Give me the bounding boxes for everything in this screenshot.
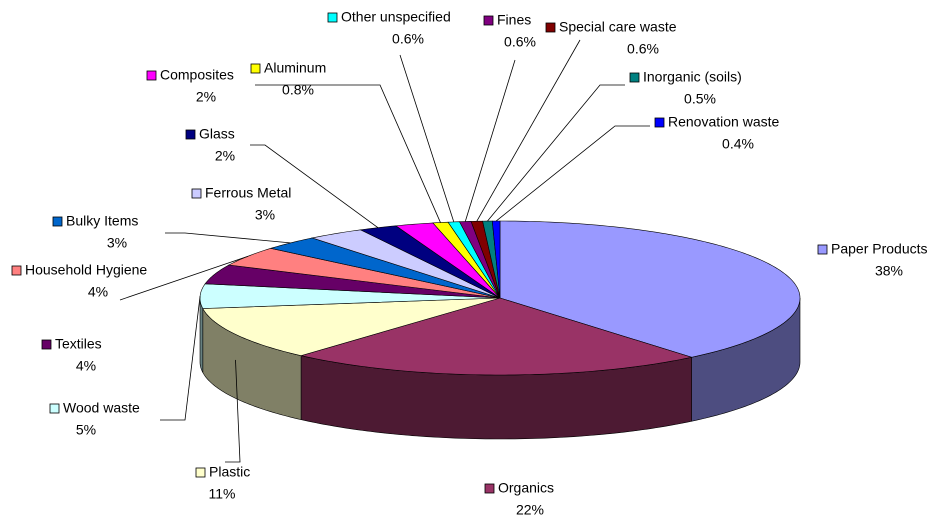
legend-swatch (185, 129, 196, 140)
category-label: Household Hygiene (25, 262, 147, 278)
value-label: 22% (516, 502, 544, 518)
slice (204, 264, 501, 299)
value-label: 4% (88, 284, 108, 300)
legend-swatch (195, 467, 206, 478)
slice (270, 237, 501, 299)
legend-swatch (327, 12, 338, 23)
category-label: Other unspecified (341, 9, 451, 25)
value-label: 0.6% (504, 34, 536, 50)
category-label: Plastic (209, 464, 250, 480)
leader-line (495, 125, 650, 222)
value-label: 0.8% (282, 82, 314, 98)
legend-swatch (817, 244, 828, 255)
slice (199, 283, 501, 309)
leader-line (119, 255, 248, 301)
legend-swatch (250, 63, 261, 74)
legend-swatch (52, 216, 63, 227)
category-label: Bulky Items (66, 213, 138, 229)
leader-line (225, 359, 241, 463)
slice (202, 297, 501, 356)
leader-line (255, 84, 441, 223)
category-label: Composites (160, 67, 234, 83)
leader-line (165, 232, 291, 244)
category-label: Ferrous Metal (205, 185, 291, 201)
value-label: 4% (76, 358, 96, 374)
category-label: Renovation waste (668, 114, 780, 130)
category-label: Glass (199, 126, 235, 142)
legend-swatch (49, 403, 60, 414)
value-label: 3% (255, 207, 275, 223)
legend-swatch (191, 188, 202, 199)
category-label: Organics (498, 480, 554, 496)
category-label: Wood waste (63, 400, 140, 416)
category-label: Textiles (55, 336, 102, 352)
leader-line (250, 144, 379, 228)
legend-swatch (545, 22, 556, 33)
legend-swatch (41, 339, 52, 350)
leader-line (487, 84, 625, 222)
slice (227, 248, 501, 299)
leader-line (160, 296, 201, 421)
value-label: 3% (107, 235, 127, 251)
category-label: Paper Products (831, 241, 928, 257)
category-label: Special care waste (559, 19, 677, 35)
legend-swatch (484, 483, 495, 494)
category-label: Fines (497, 12, 531, 28)
slice (499, 220, 801, 358)
leader-line (399, 54, 455, 223)
value-label: 0.5% (684, 91, 716, 107)
value-label: 2% (196, 89, 216, 105)
slice (395, 222, 501, 299)
value-label: 2% (215, 148, 235, 164)
value-label: 11% (209, 486, 236, 502)
value-label: 0.6% (627, 41, 659, 57)
category-label: Inorganic (soils) (643, 69, 742, 85)
legend-swatch (11, 265, 22, 276)
leader-line (464, 59, 516, 222)
value-label: 38% (875, 263, 903, 279)
legend-swatch (629, 72, 640, 83)
value-label: 0.6% (392, 31, 424, 47)
category-label: Aluminum (264, 60, 326, 76)
legend-swatch (483, 15, 494, 26)
slice (300, 297, 693, 376)
value-label: 0.4% (722, 136, 754, 152)
value-label: 5% (76, 422, 96, 438)
slice-side (199, 297, 204, 373)
legend-swatch (654, 117, 665, 128)
leader-line (476, 39, 581, 222)
slice (310, 229, 501, 299)
legend-swatch (146, 70, 157, 81)
